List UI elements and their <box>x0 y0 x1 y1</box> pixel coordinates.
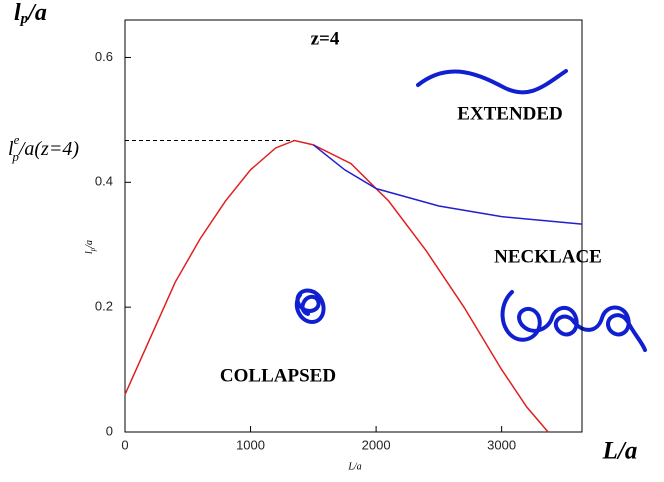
collapsed-globule <box>294 288 326 325</box>
schematics <box>294 69 647 352</box>
hline-label-main: l <box>8 138 14 160</box>
x-tick-label: 3000 <box>487 437 516 452</box>
y-axis-label-small: lp/a <box>84 240 96 254</box>
data-line <box>312 144 583 225</box>
x-tick-label: 0 <box>121 437 128 452</box>
region-label: NECKLACE <box>494 246 602 267</box>
y-tick-label: 0 <box>106 423 113 438</box>
hline-label-sub: p <box>11 149 19 164</box>
hline-label: le p/a(z=4) <box>8 132 79 164</box>
hline-label-sup: e <box>14 132 20 147</box>
x-tick-label: 2000 <box>362 437 391 452</box>
y-label-rest: /a <box>26 0 47 26</box>
y-label-small-main: l <box>84 251 95 254</box>
region-label: EXTENDED <box>457 103 563 124</box>
y-label-small-sub: p <box>89 247 97 252</box>
y-label-small-rest: /a <box>84 240 95 249</box>
region-label: COLLAPSED <box>220 365 336 386</box>
y-tick-label: 0.6 <box>95 49 113 64</box>
necklace-chain <box>500 290 647 352</box>
x-axis-label-small: L/a <box>347 461 361 472</box>
x-tick-label: 1000 <box>236 437 265 452</box>
extended-chain <box>416 69 568 95</box>
y-axis-label: lp/a <box>14 0 47 27</box>
hline-label-rest: /a(z=4) <box>18 138 79 160</box>
x-axis-label: L/a <box>602 438 638 465</box>
data-line <box>124 139 549 433</box>
chart-title: z=4 <box>311 28 340 49</box>
y-tick-label: 0.4 <box>95 174 113 189</box>
y-label-sub: p <box>19 11 29 27</box>
y-tick-label: 0.2 <box>95 299 113 314</box>
plot-frame <box>124 19 583 433</box>
y-label-main: l <box>14 0 21 26</box>
